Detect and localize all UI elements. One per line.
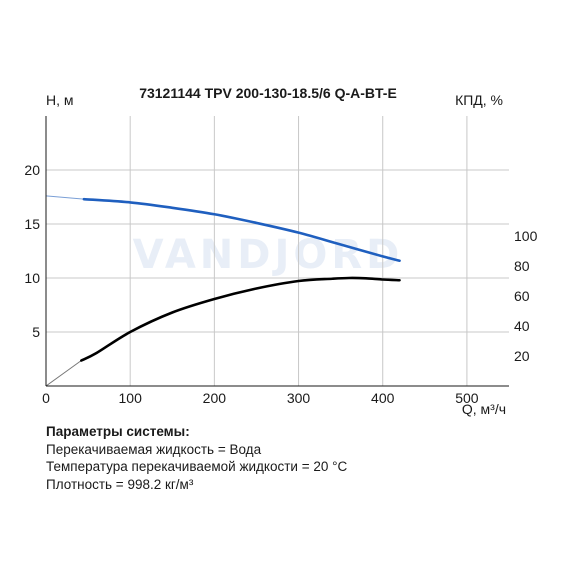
system-parameter-line: Температура перекачиваемой жидкости = 20…: [46, 459, 348, 474]
x-tick-label: 400: [371, 390, 395, 406]
y-tick-label: 5: [32, 324, 40, 340]
system-parameters: Параметры системы: Перекачиваемая жидкос…: [46, 423, 347, 493]
x-tick-label: 0: [42, 390, 50, 406]
x-tick-label: 300: [287, 390, 311, 406]
y2-tick-label: 20: [514, 348, 530, 364]
y2-tick-label: 40: [514, 318, 530, 334]
head-curve: [82, 197, 401, 263]
watermark: VANDJORD: [133, 232, 404, 278]
x-axis-label: Q, м³/ч: [462, 401, 506, 417]
extrapolation-lines: [45, 195, 84, 387]
grid: [46, 116, 509, 386]
y-tick-label: 10: [24, 270, 40, 286]
x-tick-label: 500: [455, 390, 479, 406]
x-tick-label: 200: [203, 390, 227, 406]
axes: [45, 116, 509, 387]
system-parameter-line: Плотность = 998.2 кг/м³: [46, 476, 194, 492]
y2-tick-label: 60: [514, 288, 530, 304]
system-parameter-line: Перекачиваемая жидкость = Вода: [46, 441, 262, 457]
extrapolation-line: [45, 195, 84, 200]
extrapolation-line: [45, 360, 82, 387]
y2-tick-label: 100: [514, 228, 538, 244]
x-tick-label: 100: [119, 390, 143, 406]
y-axis-label: H, м: [46, 92, 74, 108]
tick-labels: 0 100 200 300 400 500 5 10 15 20 20 40 60 80 100: [24, 162, 537, 406]
system-parameters-heading: Параметры системы:: [46, 424, 190, 439]
series-lines: [80, 197, 401, 362]
y2-tick-label: 80: [514, 258, 530, 274]
chart-title: 73121144 TPV 200-130-18.5/6 Q-A-BT-E: [139, 85, 397, 101]
y-tick-label: 20: [24, 162, 40, 178]
y-tick-label: 15: [24, 216, 40, 232]
y2-axis-label: КПД, %: [455, 92, 503, 108]
efficiency-curve: [80, 276, 401, 362]
